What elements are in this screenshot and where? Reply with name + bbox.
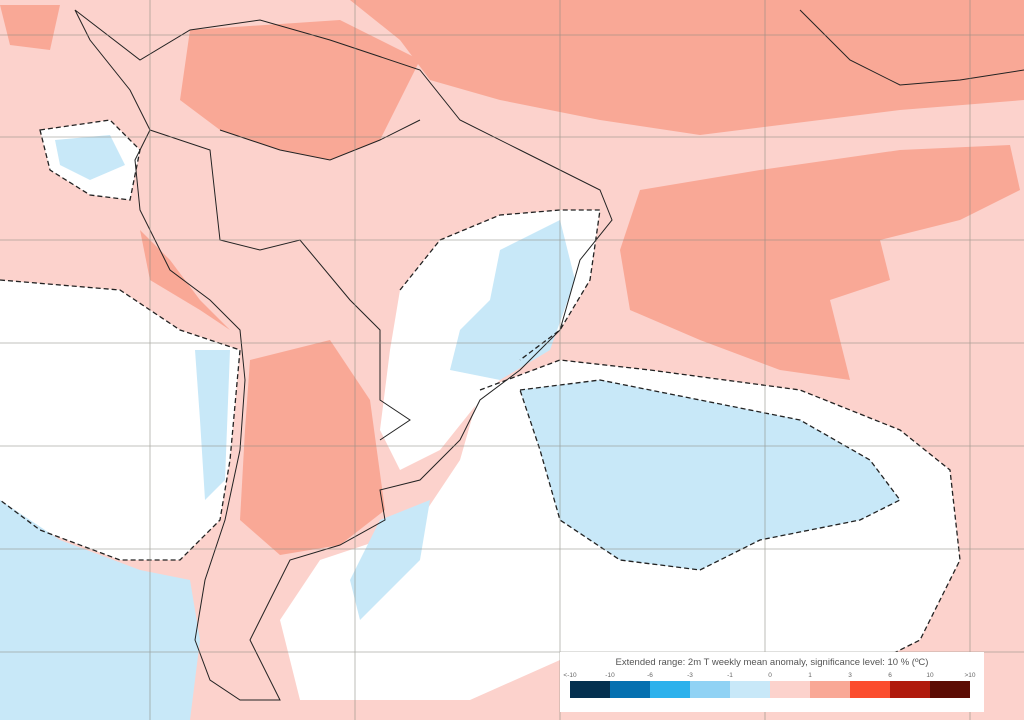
warm-anomaly-regions [0,0,1024,555]
legend-swatch [770,681,810,698]
legend-tick: 3 [848,672,852,679]
legend-tick: -10 [605,672,615,679]
legend-tick: 0 [768,672,772,679]
coastlines-borders [74,9,1024,701]
legend-swatch [690,681,730,698]
legend-tick: -6 [647,672,653,679]
cold-anomaly-regions [0,135,900,720]
legend-swatch [810,681,850,698]
legend-tick: 1 [808,672,812,679]
legend-tick: >10 [964,672,976,679]
legend-swatch [650,681,690,698]
legend-tick: 10 [926,672,934,679]
color-legend: Extended range: 2m T weekly mean anomaly… [560,652,984,712]
legend-swatch [610,681,650,698]
legend-swatch [850,681,890,698]
legend-tick: 6 [888,672,892,679]
legend-tick: <-10 [563,672,577,679]
legend-title: Extended range: 2m T weekly mean anomaly… [615,657,929,668]
legend-tick: -1 [727,672,733,679]
legend-swatch [730,681,770,698]
legend-swatch [890,681,930,698]
legend-swatch [570,681,610,698]
legend-swatch [930,681,970,698]
legend-tick: -3 [687,672,693,679]
legend-colorbar [570,681,970,698]
